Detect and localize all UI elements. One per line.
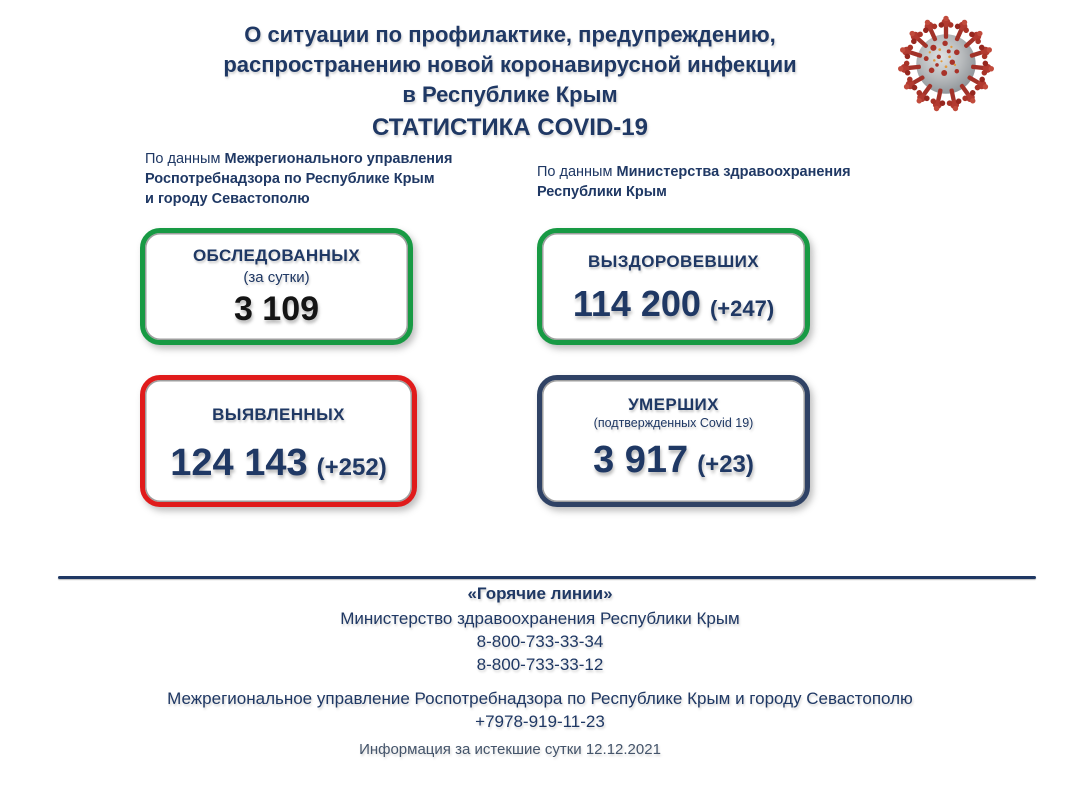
statistics-subtitle: СТАТИСТИКА COVID-19 [372,114,648,141]
stat-card-subtitle: (за сутки) [243,269,310,286]
coronavirus-icon [890,10,1002,118]
stat-card-subtitle: (подтвержденных Covid 19) [593,416,754,430]
source-right-prefix: По данным [537,164,613,180]
divider-line [58,576,1036,579]
ministry-phone-1: 8-800-733-33-34 [476,632,604,651]
source-right-line-2: Республики Крым [537,184,667,200]
stat-card-deaths: УМЕРШИХ (подтвержденных Covid 19) 3 917 … [537,375,810,507]
info-date: Информация за истекшие сутки 12.12.2021 [359,741,661,758]
stat-card-examined: ОБСЛЕДОВАННЫХ (за сутки) 3 109 [140,228,413,345]
stat-card-value: 3 109 [233,290,320,328]
stat-card-delta: (+23) [697,451,754,478]
stat-card-title: ВЫЗДОРОВЕВШИХ [588,252,759,271]
ministry-name: Министерство здравоохранения Республики … [340,609,740,628]
source-left-line-3: и городу Севастополю [145,191,310,207]
title-line-1: О ситуации по профилактике, предупрежден… [244,22,776,47]
source-left-line-1: По данным Межрегионального управления [145,149,452,169]
stat-card-value-row: 124 143 (+252) [170,442,386,485]
stat-card-value-row: 114 200 (+247) [573,283,774,325]
title-line-2: распространению новой коронавирусной инф… [223,52,797,77]
stat-card-value: 124 143 [170,442,308,484]
source-right-line-1: По данным Министерства здравоохранения [537,162,851,182]
title-line-3: в Республике Крым [402,82,618,107]
hotlines-title: «Горячие линии» [467,584,613,603]
source-ministry: По данным Министерства здравоохранения Р… [537,162,851,202]
stat-card-recovered: ВЫЗДОРОВЕВШИХ 114 200 (+247) [537,228,810,345]
stat-card-detected: ВЫЯВЛЕННЫХ 124 143 (+252) [140,375,417,507]
stat-card-value: 114 200 [572,283,701,324]
stat-card-delta: (+247) [709,296,775,321]
stat-card-value-row: 3 917 (+23) [593,439,754,482]
stat-card-value-row: 3 109 [234,290,319,329]
rospotrebnadzor-name: Межрегиональное управление Роспотребнадз… [167,689,913,708]
stat-card-value: 3 917 [593,439,689,481]
stat-card-delta: (+252) [316,454,387,481]
source-left-prefix: По данным [145,151,221,167]
ministry-phone-2: 8-800-733-33-12 [476,655,604,674]
source-left-org-1: Межрегионального управления [224,151,453,167]
source-right-org-1: Министерства здравоохранения [616,164,851,180]
source-rospotrebnadzor: По данным Межрегионального управления Ро… [145,149,452,209]
rospotrebnadzor-phone: +7978-919-11-23 [475,712,605,731]
stat-card-title: УМЕРШИХ [628,395,719,414]
source-left-line-2: Роспотребнадзора по Республике Крым [145,171,435,187]
stat-card-title: ВЫЯВЛЕННЫХ [212,405,345,424]
page-title: О ситуации по профилактике, предупрежден… [0,20,1020,110]
stat-card-title: ОБСЛЕДОВАННЫХ [192,246,361,265]
